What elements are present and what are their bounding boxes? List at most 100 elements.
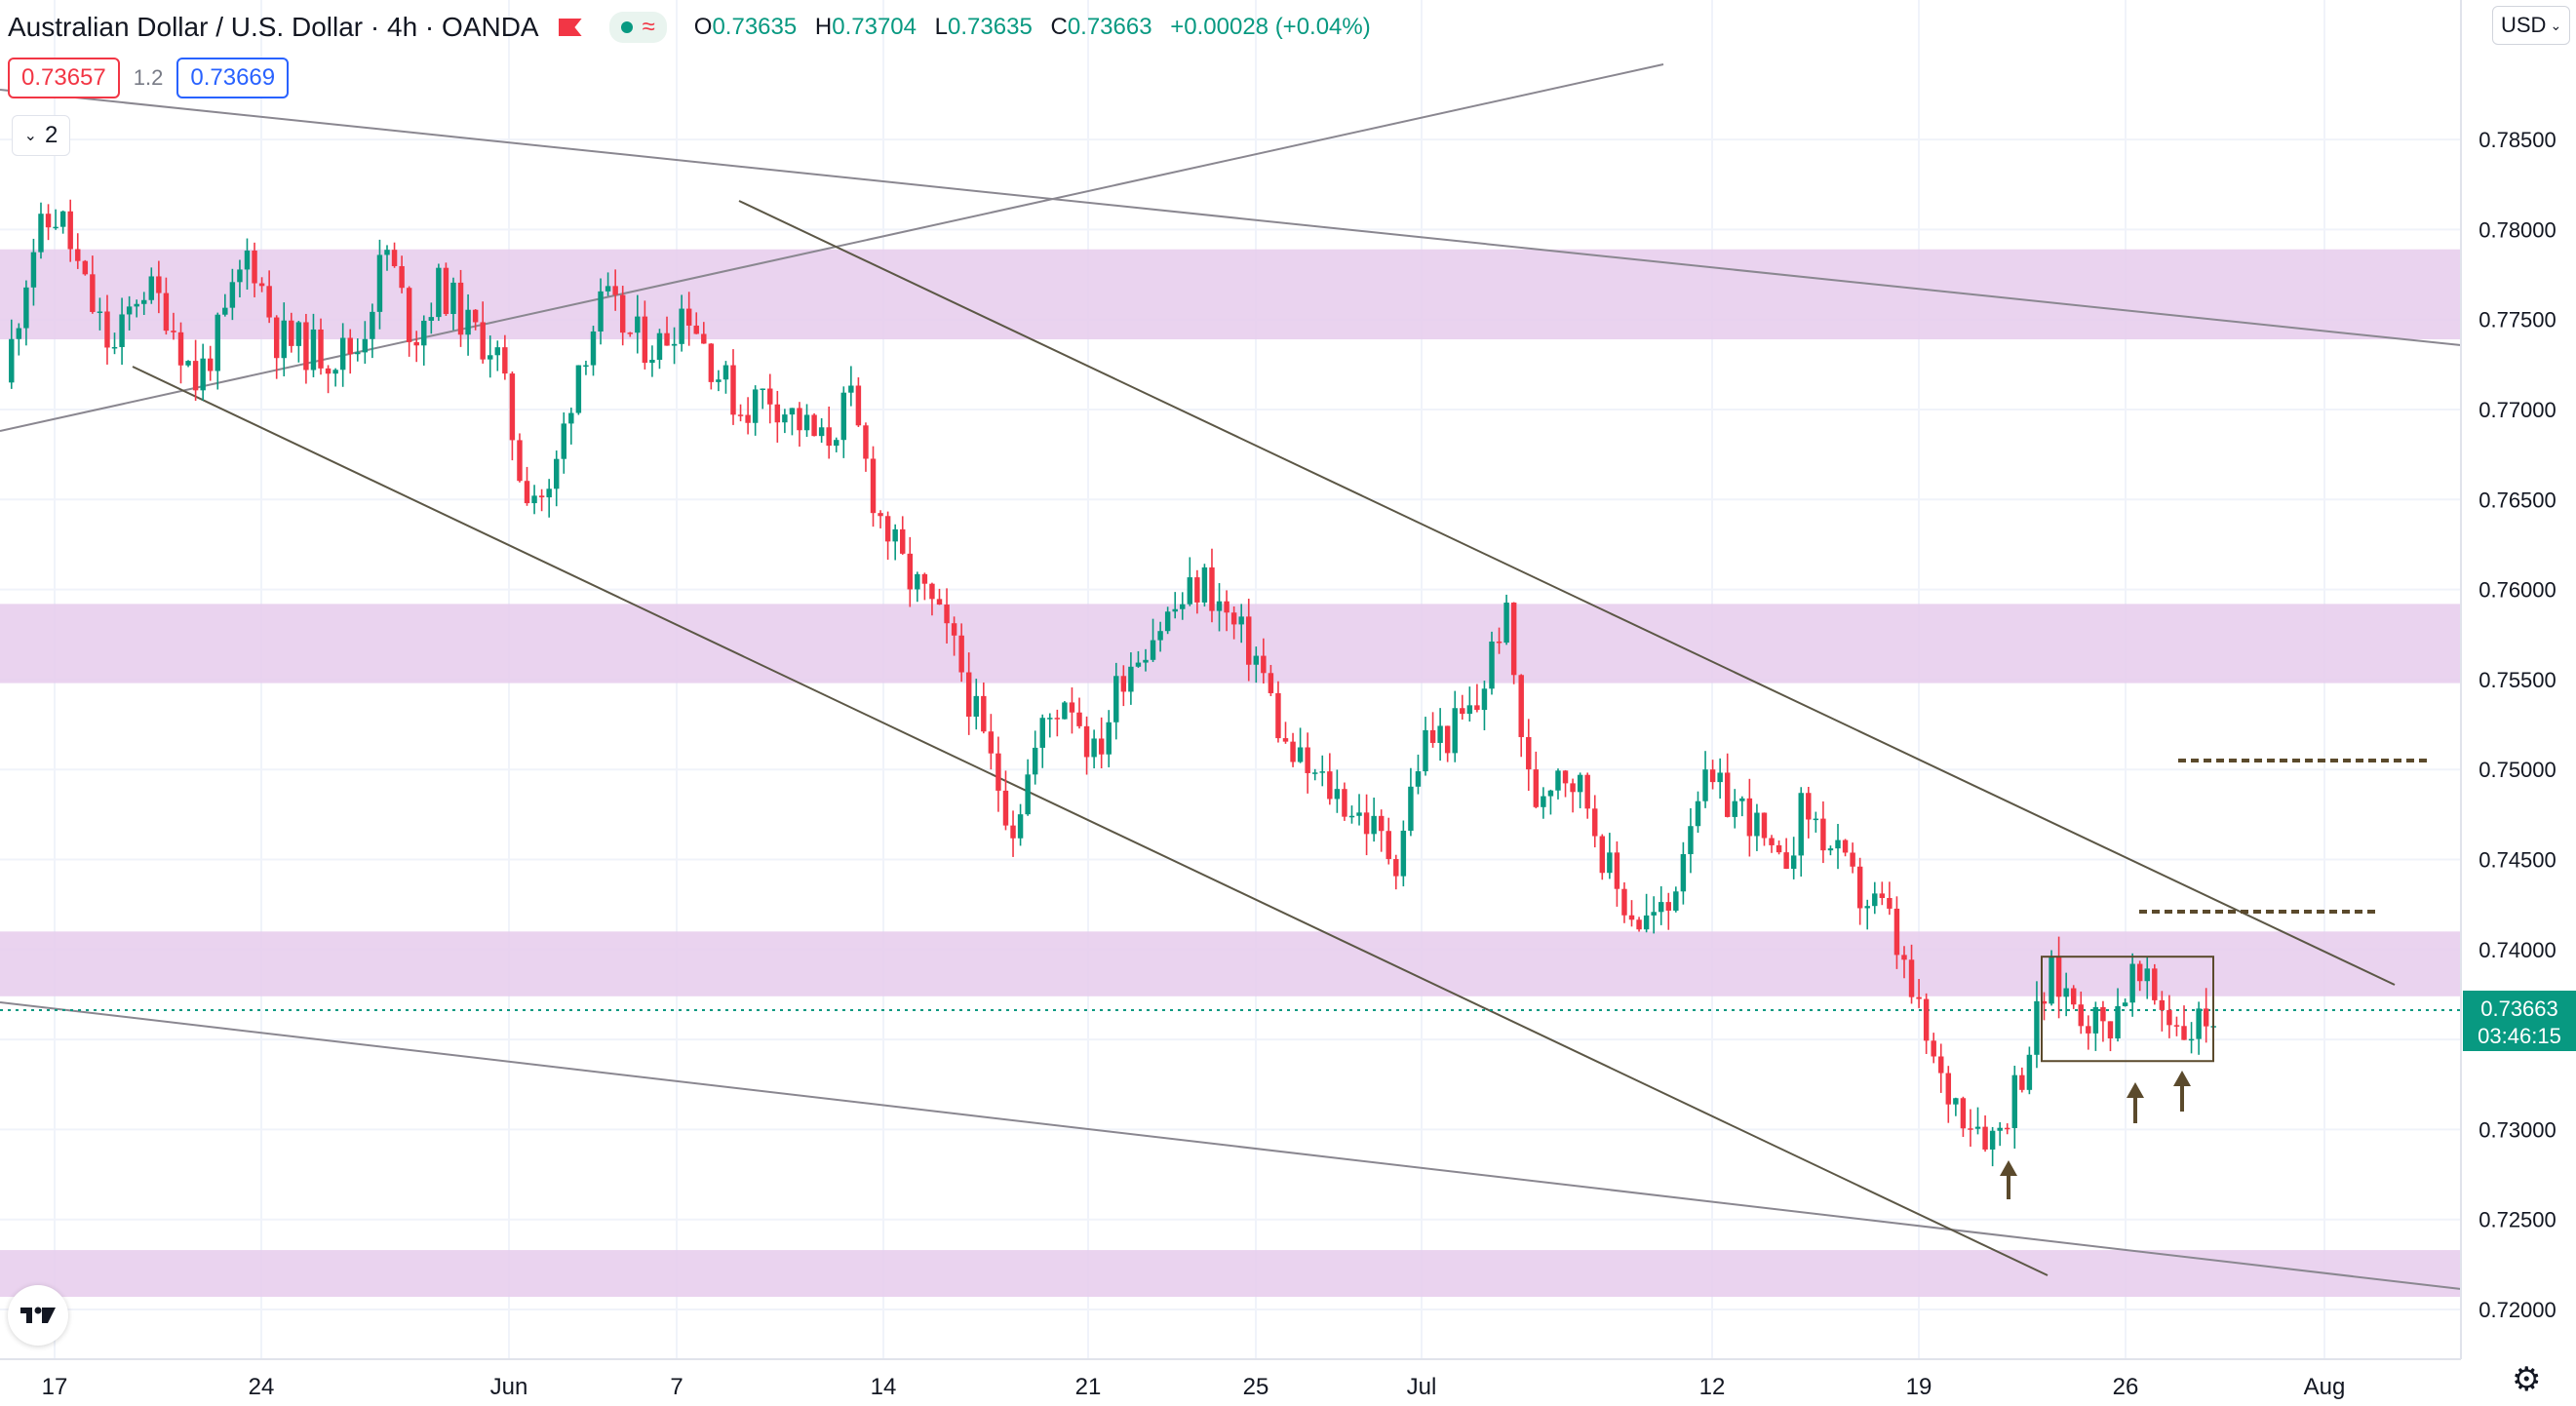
candle-body [811,414,817,437]
candle-body [1489,641,1495,689]
candle-body [1216,601,1223,611]
candle-body [177,332,184,366]
time-axis: 17 24 Jun 7 14 21 25 Jul 12 19 26 Aug [42,1374,2346,1400]
price-tick-label: 0.75000 [2478,758,2556,782]
candle-body [1850,852,1855,867]
trendline [738,200,2396,986]
candle-body [1429,729,1436,743]
candle-body [1209,566,1215,611]
trendline [0,89,2462,346]
candle-body [465,309,471,335]
candle-body [1798,793,1804,856]
candle-body [134,303,139,307]
candle-body [1628,915,1635,920]
candle-body [531,495,537,504]
candle-body [23,287,29,329]
symbol-title[interactable]: Australian Dollar / U.S. Dollar · 4h · O… [8,12,539,42]
time-tick-label: 14 [871,1374,897,1400]
candle-body [443,267,449,315]
candle-body [884,516,891,542]
candle-body [1253,655,1260,665]
candle-body [598,291,604,332]
supply-demand-zones [0,249,2461,1298]
wave-icon: ≈ [642,14,655,40]
candle-body [1496,641,1503,644]
candle-body [1621,888,1627,916]
indicator-toggle[interactable]: ≈ [608,12,667,43]
buy-button[interactable]: 0.73669 [176,58,290,98]
candle-body [834,440,839,447]
candle-body [421,320,427,346]
candle-body [38,214,44,253]
indicators-count: 2 [45,122,59,148]
time-tick-label: 17 [42,1374,68,1400]
time-tick-label: 26 [2113,1374,2139,1400]
candle-body [929,583,935,600]
candle-body [1842,840,1849,853]
candle-body [1386,831,1391,860]
candle-body [252,250,257,284]
candle-body [1025,774,1031,815]
candle-body [244,250,251,270]
sell-button[interactable]: 0.73657 [8,58,120,98]
candle-body [944,605,950,624]
candle-body [171,331,176,332]
current-price-value: 0.73663 [2480,996,2558,1021]
candle-body [1194,577,1200,603]
candle-body [488,355,493,360]
candle-body [1636,919,1642,930]
candle-body [1010,825,1016,839]
flag-icon[interactable] [558,19,582,36]
candle-body [1887,898,1893,909]
indicators-collapse-button[interactable]: ⌄ 2 [12,115,70,156]
candle-body [995,753,1001,791]
candle-body [192,361,199,391]
time-tick-label: 19 [1906,1374,1932,1400]
gear-icon[interactable]: ⚙ [2512,1361,2542,1398]
annotation-arrow-head [2173,1071,2191,1086]
candle-body [767,388,773,405]
candle-body [1695,801,1701,827]
candle-body [1290,741,1296,762]
candle-body [1938,1056,1944,1074]
candle-body [1931,1040,1936,1057]
candle-body [1746,798,1753,837]
candle-body [1518,675,1524,737]
candle-body [258,283,265,287]
tradingview-logo-icon[interactable] [8,1285,68,1346]
candle-body [915,573,920,590]
candle-body [2152,968,2158,1000]
candle-body [1982,1126,1988,1150]
candle-body [1032,747,1038,775]
candle-countdown: 03:46:15 [2478,1024,2561,1048]
candle-body [1334,789,1341,800]
candle-body [1224,601,1229,613]
candle-body [1599,836,1606,874]
candle-body [568,412,574,424]
candle-body [310,329,317,371]
candle-body [119,314,125,347]
candle-body [1238,616,1244,625]
candle-body [281,320,287,359]
candle-body [737,414,744,416]
candle-body [1820,818,1826,851]
candle-body [295,322,302,346]
candle-body [1172,608,1178,612]
candle-body [642,316,648,364]
candle-body [450,282,456,315]
candle-body [818,427,825,437]
candle-body [1989,1130,1996,1150]
candle-body [1945,1073,1952,1105]
candle-body [1143,659,1149,663]
time-tick-label: Jun [490,1374,528,1400]
candle-body [457,282,464,335]
candle-body [538,495,545,498]
candle-body [1069,702,1075,713]
candle-body [965,672,972,717]
candle-body [1297,747,1304,762]
currency-selector[interactable]: USD ⌄ [2492,6,2571,45]
candle-body [936,599,943,605]
candle-body [1665,902,1671,911]
candle-body [701,333,707,344]
